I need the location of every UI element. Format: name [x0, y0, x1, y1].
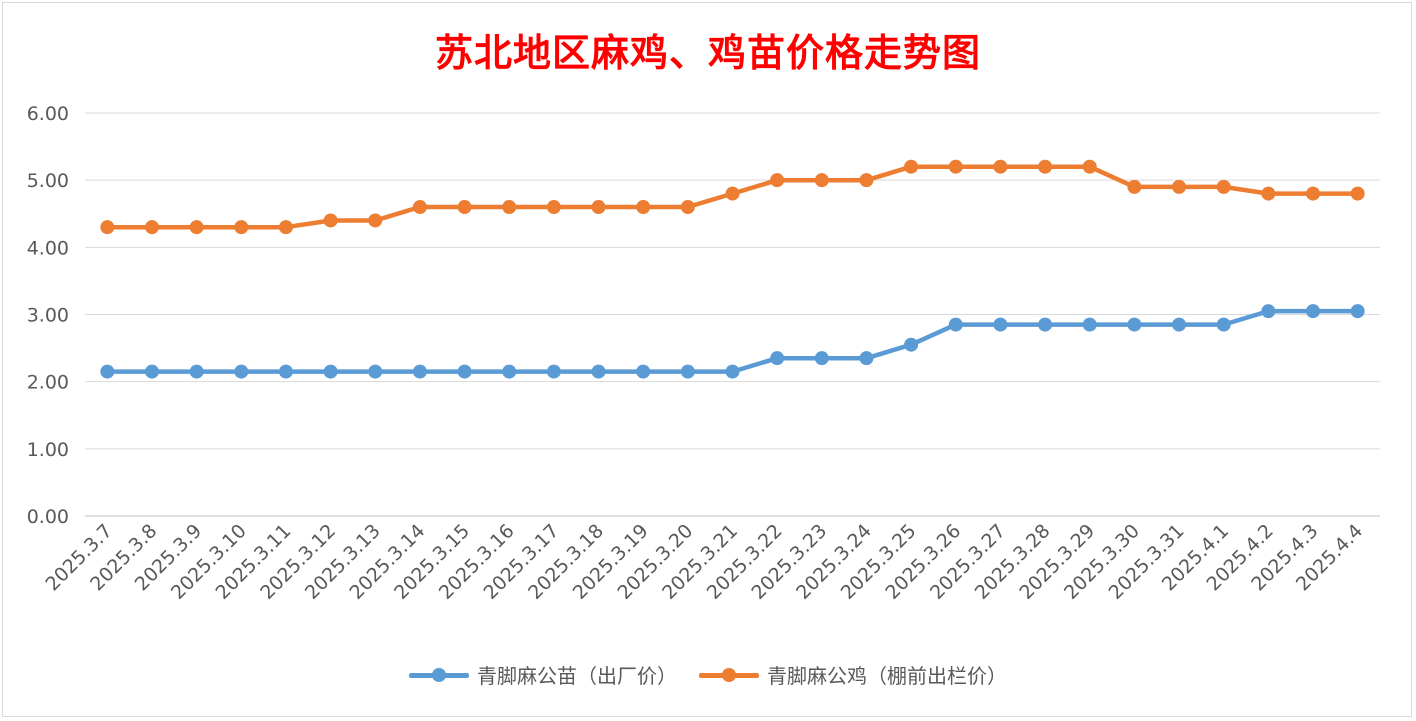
legend-swatch-1	[699, 666, 759, 684]
data-point	[278, 220, 293, 235]
data-point	[948, 159, 963, 174]
data-point	[100, 364, 115, 379]
data-point	[1038, 159, 1053, 174]
data-point	[680, 200, 695, 215]
data-point	[189, 364, 204, 379]
data-point	[1038, 317, 1053, 332]
data-point	[1127, 317, 1142, 332]
data-point	[1261, 304, 1276, 319]
legend-item-1: 青脚麻公鸡（棚前出栏价）	[699, 660, 1007, 689]
data-point	[502, 200, 517, 215]
data-point	[859, 351, 874, 366]
data-point	[234, 364, 249, 379]
data-point	[1306, 186, 1321, 201]
data-point	[814, 351, 829, 366]
data-point	[680, 364, 695, 379]
data-point	[859, 173, 874, 188]
data-point	[904, 159, 919, 174]
y-tick-label: 1.00	[27, 439, 69, 461]
data-point	[144, 364, 159, 379]
series-line-0	[105, 308, 1360, 374]
data-point	[1350, 304, 1365, 319]
data-point	[1306, 304, 1321, 319]
legend-label-0: 青脚麻公苗（出厂价）	[477, 664, 677, 688]
data-point	[323, 364, 338, 379]
data-point	[234, 220, 249, 235]
data-point	[502, 364, 517, 379]
data-point	[189, 220, 204, 235]
y-tick-label: 0.00	[27, 506, 69, 528]
chart-title: 苏北地区麻鸡、鸡苗价格走势图	[434, 30, 981, 75]
data-point	[636, 364, 651, 379]
y-tick-label: 3.00	[27, 305, 69, 327]
data-point	[1350, 186, 1365, 201]
data-point	[1127, 179, 1142, 194]
data-point	[770, 351, 785, 366]
data-point	[993, 159, 1008, 174]
data-point	[1261, 186, 1276, 201]
data-point	[278, 364, 293, 379]
data-point	[814, 173, 829, 188]
data-point	[591, 364, 606, 379]
data-point	[1172, 179, 1187, 194]
data-point	[1172, 317, 1187, 332]
legend-swatch-0	[409, 666, 469, 684]
chart-legend: 青脚麻公苗（出厂价） 青脚麻公鸡（棚前出栏价）	[0, 660, 1416, 689]
data-point	[1082, 317, 1097, 332]
data-point	[368, 364, 383, 379]
data-point	[1082, 159, 1097, 174]
data-point	[948, 317, 963, 332]
data-point	[100, 220, 115, 235]
data-point	[636, 200, 651, 215]
data-point	[546, 200, 561, 215]
data-point	[725, 364, 740, 379]
y-tick-label: 4.00	[27, 237, 69, 259]
data-point	[457, 364, 472, 379]
data-point	[368, 213, 383, 228]
data-point	[770, 173, 785, 188]
data-point	[591, 200, 606, 215]
data-point	[144, 220, 159, 235]
data-point	[412, 200, 427, 215]
y-tick-label: 2.00	[27, 372, 69, 394]
legend-item-0: 青脚麻公苗（出厂价）	[409, 660, 677, 689]
legend-label-1: 青脚麻公鸡（棚前出栏价）	[767, 664, 1007, 688]
data-point	[323, 213, 338, 228]
y-tick-label: 6.00	[27, 103, 69, 125]
data-point	[725, 186, 740, 201]
data-point	[1216, 317, 1231, 332]
data-point	[412, 364, 427, 379]
y-tick-label: 5.00	[27, 170, 69, 192]
data-point	[993, 317, 1008, 332]
data-point	[1216, 179, 1231, 194]
data-point	[904, 337, 919, 352]
data-point	[457, 200, 472, 215]
data-point	[546, 364, 561, 379]
